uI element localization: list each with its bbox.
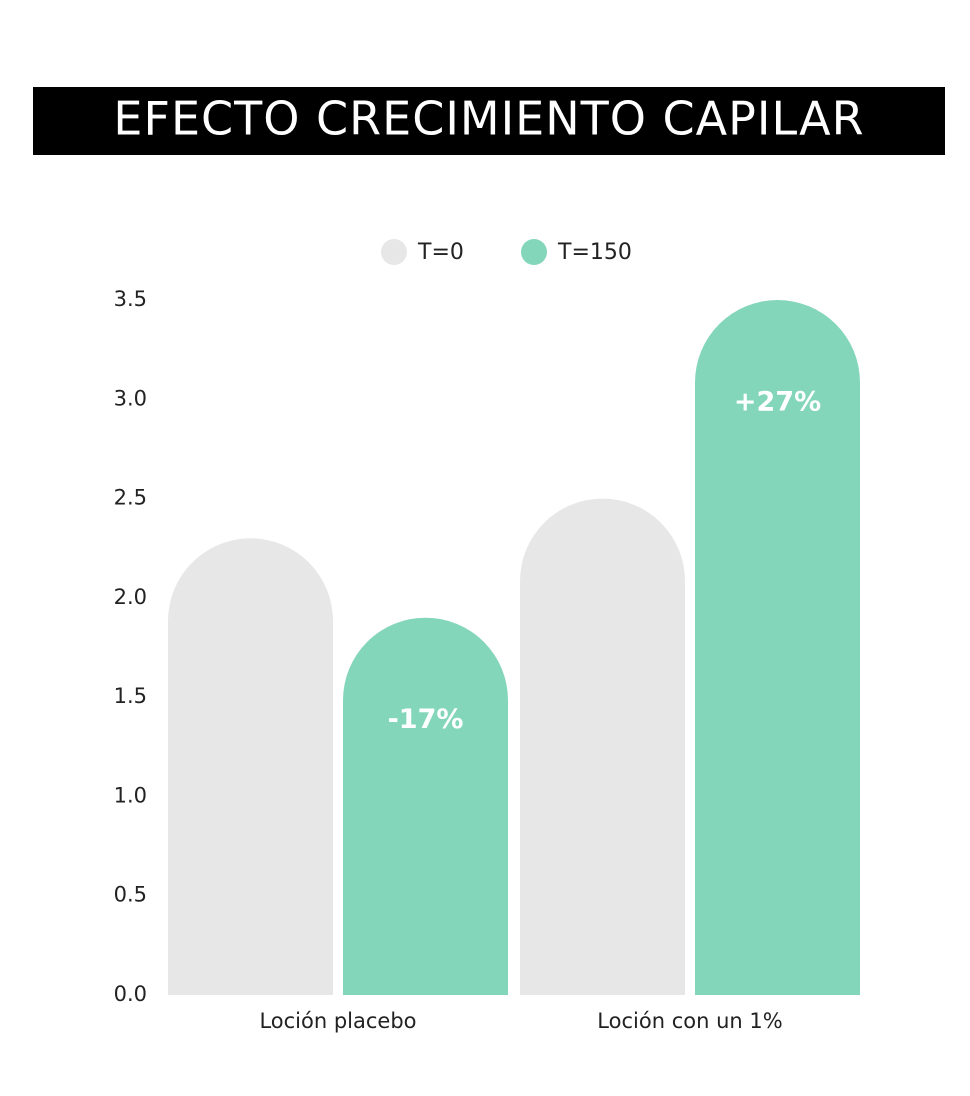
y-tick-label: 3.5: [114, 287, 147, 311]
bar: [168, 538, 333, 995]
legend-swatch: [521, 239, 547, 265]
legend-label: T=0: [417, 240, 464, 265]
y-tick-label: 0.5: [114, 883, 147, 907]
bar: [695, 300, 860, 995]
y-tick-label: 1.5: [114, 684, 147, 708]
y-tick-label: 1.0: [114, 783, 147, 807]
y-tick-label: 0.0: [114, 982, 147, 1006]
x-tick-label: Loción con un 1%: [597, 1009, 782, 1033]
title-box: [33, 87, 945, 155]
x-tick-label: Loción placebo: [259, 1009, 416, 1033]
bar: [520, 498, 685, 995]
y-tick-label: 3.0: [114, 386, 147, 410]
y-tick-label: 2.5: [114, 486, 147, 510]
chart-title: EFECTO CRECIMIENTO CAPILAR: [113, 92, 864, 146]
bar-annotation: +27%: [734, 387, 821, 418]
legend-label: T=150: [557, 240, 632, 265]
legend-swatch: [381, 239, 407, 265]
bar: [343, 617, 508, 995]
bar-annotation: -17%: [388, 704, 464, 735]
y-tick-label: 2.0: [114, 585, 147, 609]
